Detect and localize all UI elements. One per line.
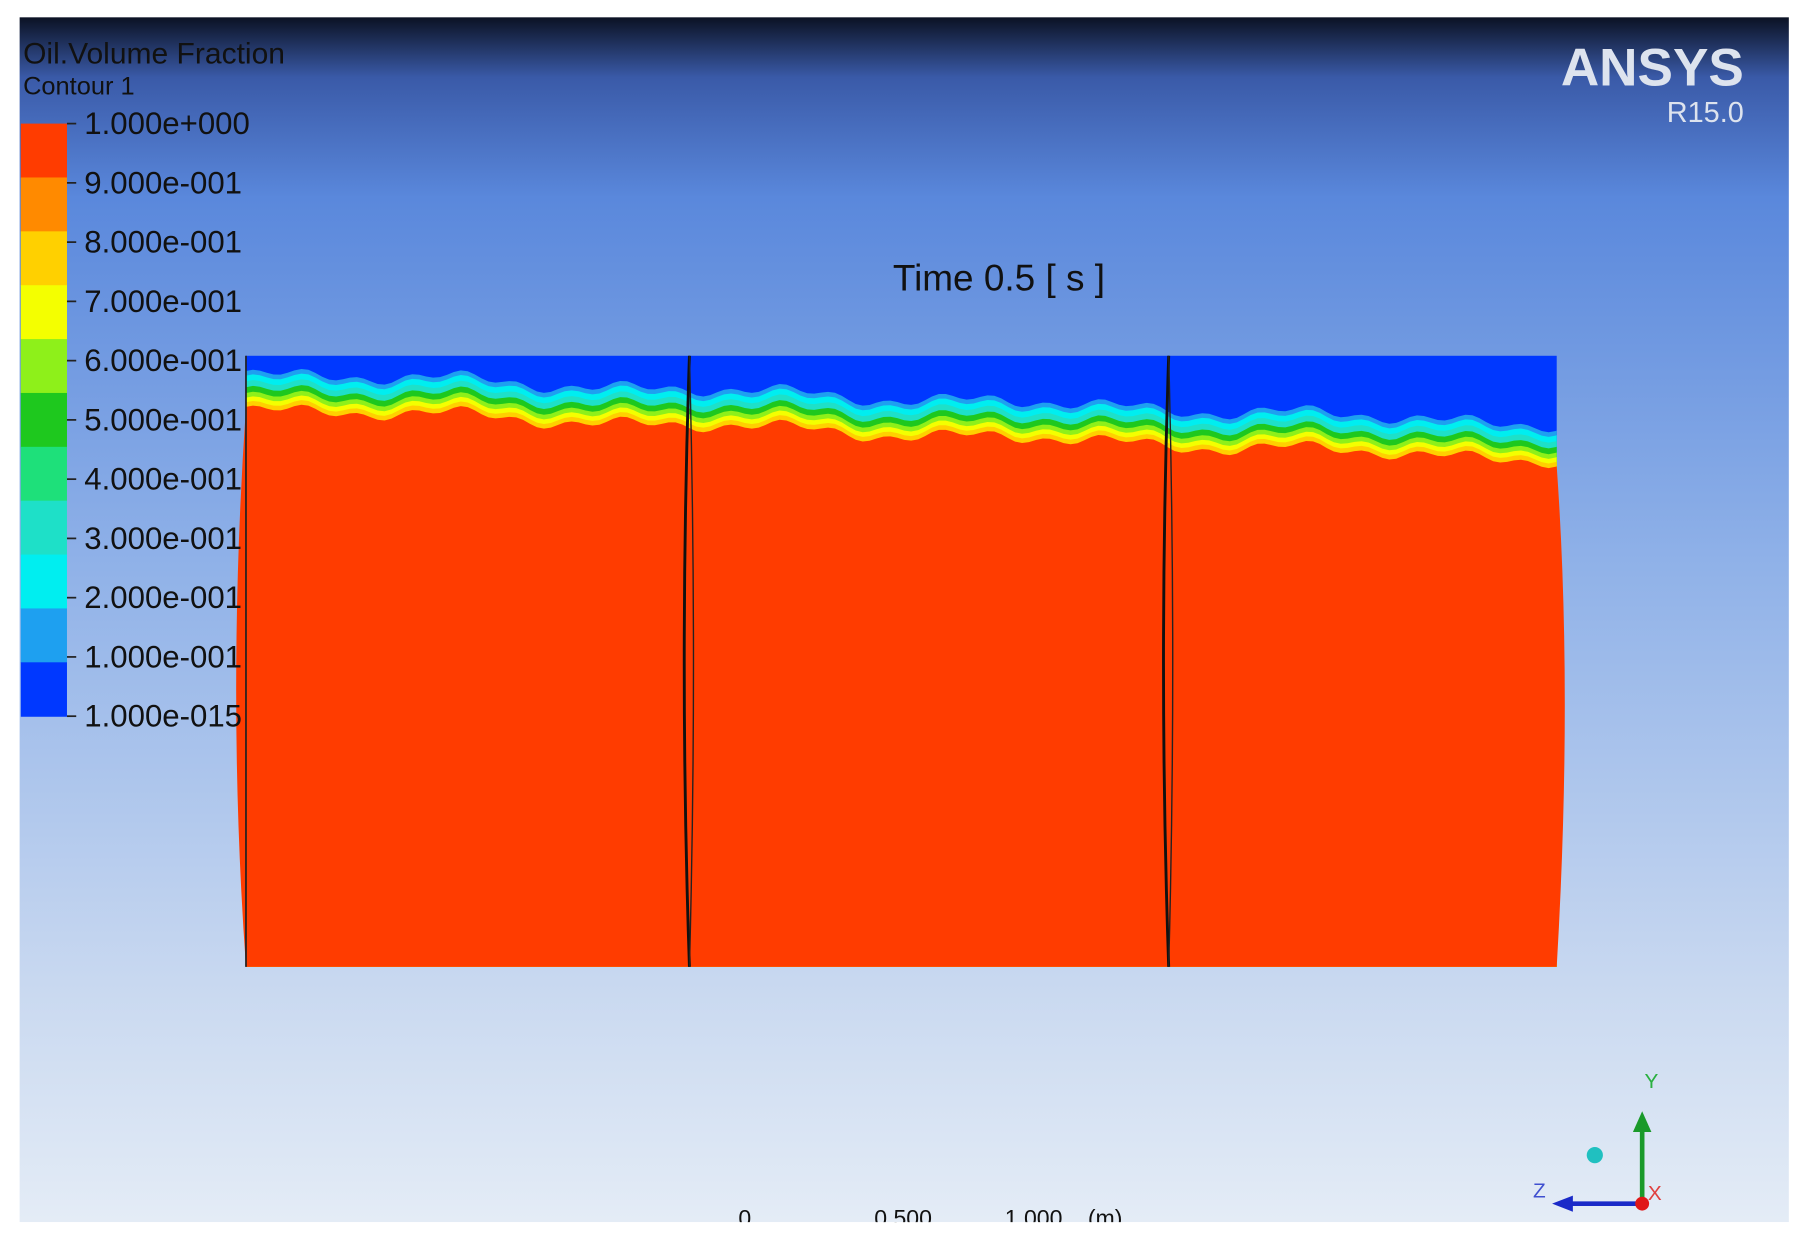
legend-label: 5.000e-001 [84, 402, 242, 437]
legend-band [20, 123, 67, 179]
legend-label: 2.000e-001 [84, 580, 242, 615]
logo-version: R15.0 [1667, 97, 1744, 129]
contour-band [236, 404, 1565, 967]
legend-band [20, 446, 67, 502]
legend-label: 6.000e-001 [84, 343, 242, 378]
legend-title: Oil.Volume Fraction [23, 37, 285, 70]
legend-band [20, 339, 67, 394]
baffle-line [682, 355, 691, 967]
legend-band [20, 662, 67, 717]
baffle-line [1162, 355, 1171, 967]
legend-band [20, 177, 67, 232]
x-axis-dot [1635, 1196, 1650, 1211]
time-label: Time 0.5 [ s ] [893, 257, 1105, 298]
legend-band [20, 500, 67, 556]
baffle-line [688, 355, 695, 967]
legend-label: 8.000e-001 [84, 225, 242, 260]
legend-band [20, 554, 67, 610]
legend-label: 3.000e-001 [84, 521, 242, 556]
legend-band [20, 285, 67, 340]
legend-label: 1.000e-001 [84, 639, 242, 674]
view-dot [1586, 1147, 1603, 1164]
legend-band [20, 231, 67, 286]
legend-label: 1.000e-015 [84, 699, 242, 734]
z-arrowhead [1552, 1195, 1573, 1212]
logo-brand: ANSYS [1561, 39, 1744, 98]
legend-label: 4.000e-001 [84, 462, 242, 497]
legend-band [20, 392, 67, 448]
legend-band [20, 608, 67, 663]
triad-z-label: Z [1533, 1180, 1546, 1203]
axis-triad: Y Z X [1533, 1070, 1662, 1212]
bottom-border [0, 1222, 1805, 1236]
legend-label: 1.000e+000 [84, 106, 250, 141]
legend-label: 9.000e-001 [84, 165, 242, 200]
y-arrowhead [1632, 1111, 1652, 1133]
triad-y-label: Y [1644, 1070, 1658, 1093]
legend-subtitle: Contour 1 [23, 72, 135, 100]
legend-label: 7.000e-001 [84, 284, 242, 319]
triad-x-label: X [1648, 1182, 1662, 1205]
contour-domain [236, 355, 1565, 967]
legend: 1.000e+000 9.000e-001 8.000e-001 7.000e-001… [20, 106, 250, 734]
baffle-line [1167, 355, 1174, 967]
